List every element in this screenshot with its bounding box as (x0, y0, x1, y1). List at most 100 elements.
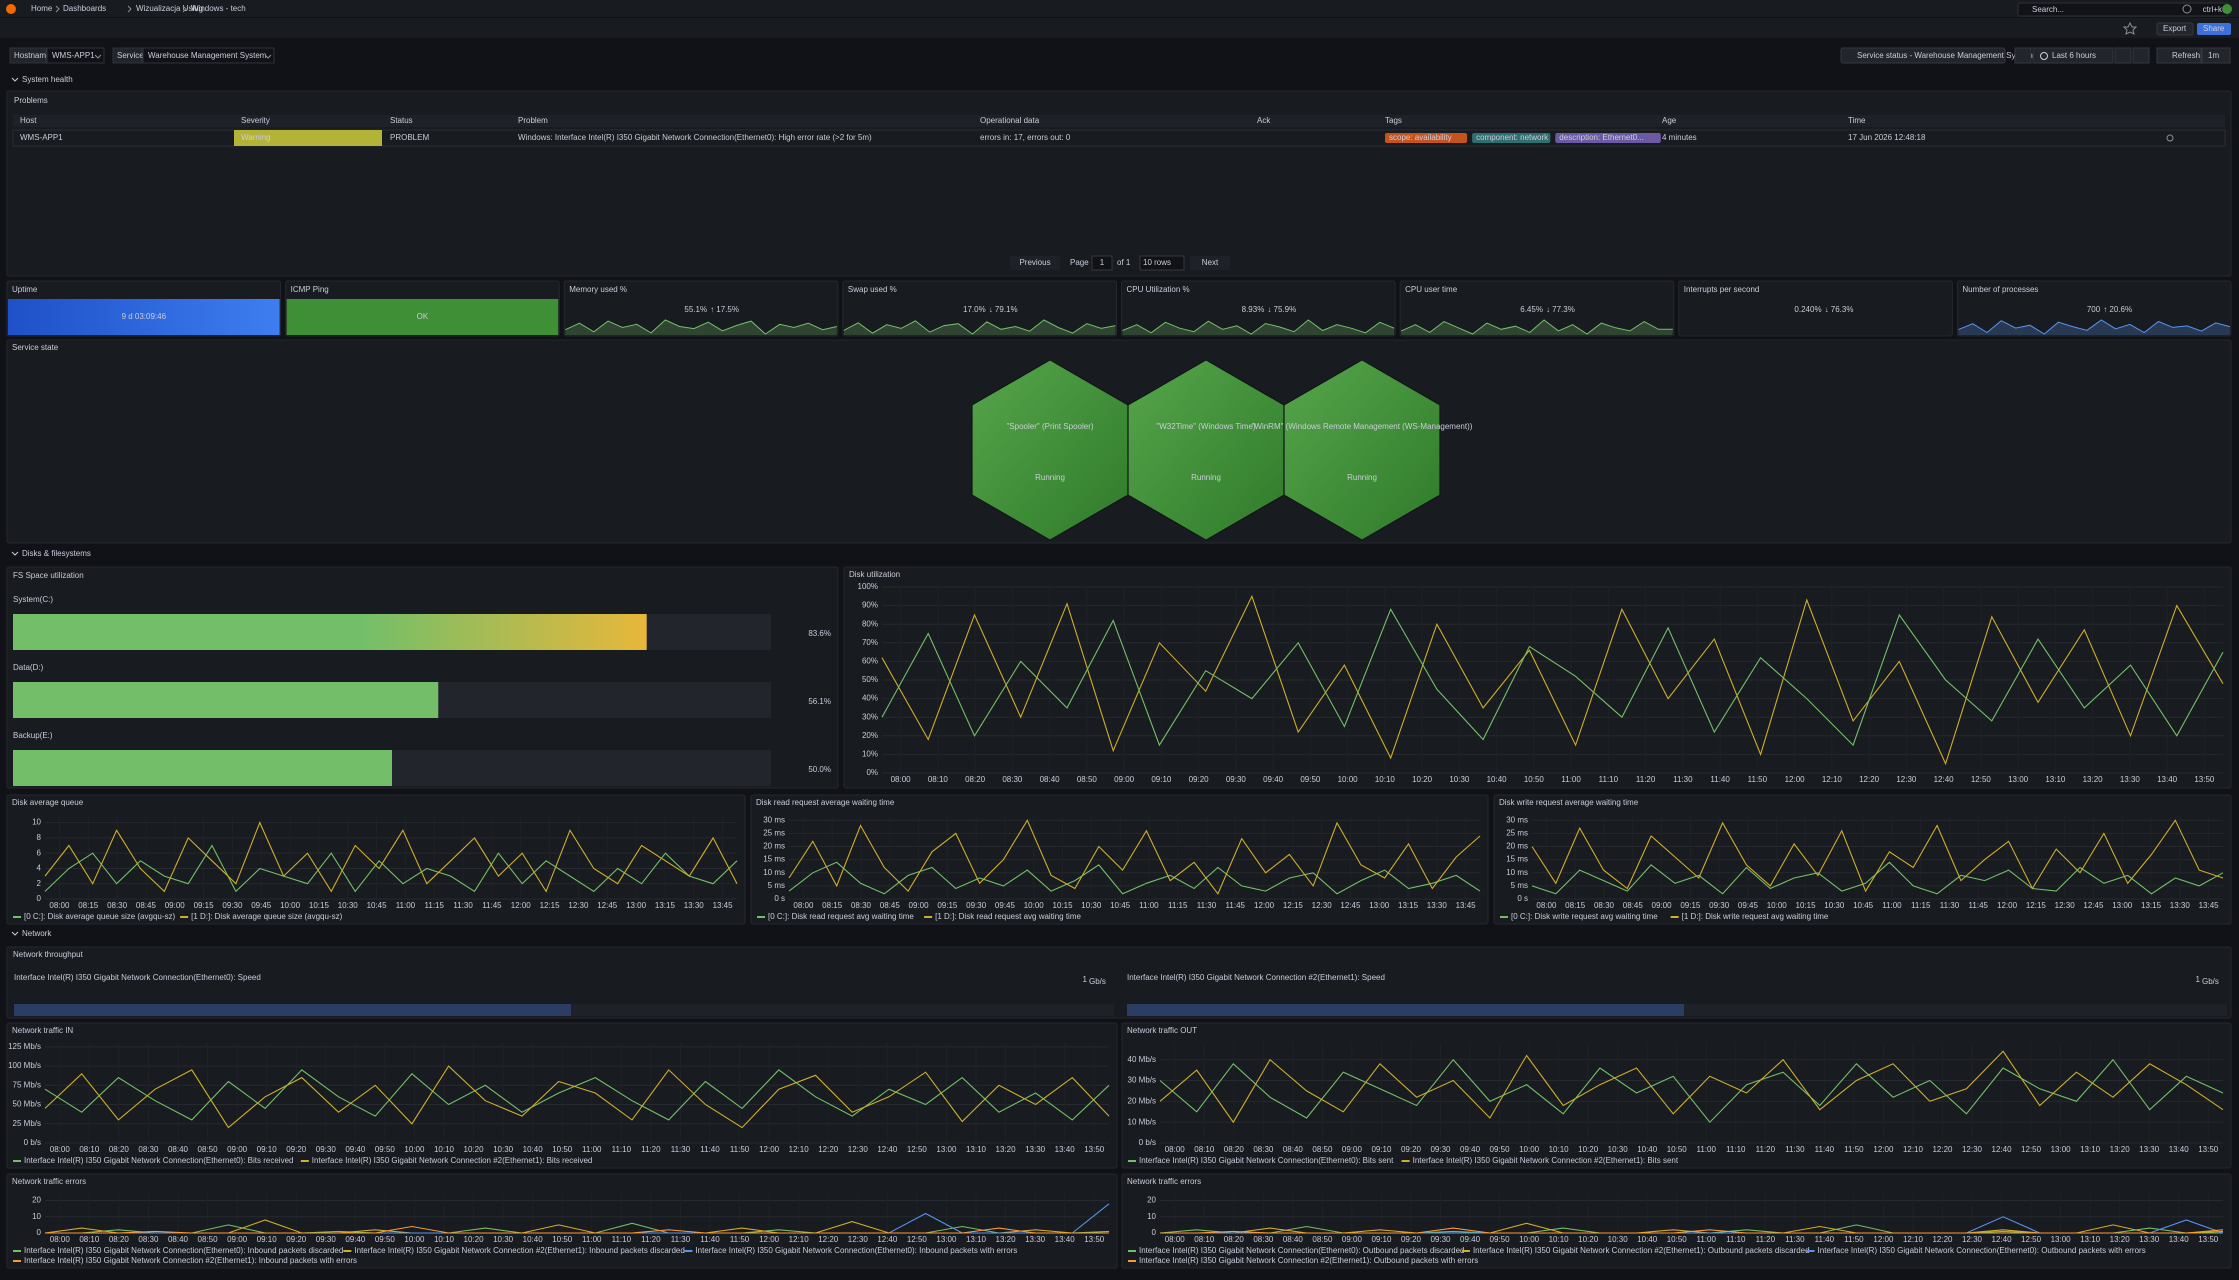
x-tick-label: 13:40 (2157, 775, 2178, 784)
x-tick-label: 09:00 (165, 901, 186, 910)
next-button[interactable] (1190, 256, 1230, 270)
x-tick-label: 08:20 (109, 1235, 130, 1244)
y-tick-label: 0 s (774, 894, 785, 903)
x-tick-label: 08:30 (851, 901, 872, 910)
x-tick-label: 08:40 (168, 1235, 189, 1244)
x-tick-label: 09:30 (1709, 901, 1730, 910)
tag (1472, 133, 1551, 143)
row-collapse-icon[interactable] (11, 931, 19, 936)
x-tick-label: 13:50 (2198, 1235, 2219, 1244)
x-tick-label: 09:20 (1401, 1145, 1422, 1154)
panel-title: FS Space utilization (13, 571, 84, 580)
x-tick-label: 09:20 (1189, 775, 1210, 784)
series-line (44, 1069, 1110, 1121)
y-tick-label: 40% (862, 694, 878, 703)
share-button[interactable] (2197, 23, 2231, 35)
x-tick-label: 09:00 (227, 1145, 248, 1154)
x-tick-label: 08:30 (1253, 1235, 1274, 1244)
x-tick-label: 12:00 (1873, 1145, 1894, 1154)
help-icon[interactable] (2182, 4, 2192, 14)
column-header: Time (1848, 116, 1866, 125)
user-avatar[interactable] (2222, 4, 2232, 14)
time-forward[interactable] (2114, 47, 2132, 64)
legend-label: Interface Intel(R) I350 Gigabit Network … (24, 1156, 293, 1165)
sparkline-area (843, 320, 1116, 335)
x-tick-label: 11:30 (671, 1235, 691, 1244)
x-tick-label: 12:00 (1785, 775, 1806, 784)
x-tick-label: 10:00 (1338, 775, 1359, 784)
y-tick-label: 15 ms (763, 855, 785, 864)
fs-value: 56.1% (808, 697, 831, 706)
y-tick-label: 2 (37, 879, 42, 888)
row-action-icon[interactable] (2166, 134, 2174, 142)
row-collapse-icon[interactable] (11, 551, 19, 556)
x-tick-label: 09:00 (1342, 1145, 1363, 1154)
x-tick-label: 11:40 (700, 1235, 720, 1244)
page-label: Page (1070, 258, 1089, 267)
x-tick-label: 12:20 (1859, 775, 1880, 784)
refresh-button[interactable] (2156, 47, 2202, 64)
variable-select[interactable] (46, 47, 105, 64)
x-tick-label: 12:20 (1932, 1235, 1953, 1244)
y-tick-label: 100% (858, 582, 878, 591)
rows-select[interactable] (1139, 255, 1185, 271)
stat-title: Number of processes (1962, 285, 2038, 294)
panel-title: Network traffic IN (12, 1026, 73, 1035)
x-tick-label: 12:50 (2021, 1145, 2042, 1154)
x-tick-label: 12:50 (907, 1145, 928, 1154)
x-tick-label: 13:00 (936, 1145, 957, 1154)
x-tick-label: 08:45 (880, 901, 901, 910)
x-tick-label: 12:20 (818, 1235, 839, 1244)
y-tick-label: 75 Mb/s (13, 1080, 41, 1089)
x-tick-label: 10:45 (1110, 901, 1131, 910)
zoom-out[interactable] (2132, 47, 2150, 64)
x-tick-label: 12:45 (2083, 901, 2104, 910)
x-tick-label: 08:50 (198, 1145, 219, 1154)
series-line (881, 594, 2224, 766)
x-tick-label: 11:20 (1756, 1235, 1776, 1244)
x-tick-label: 11:50 (1844, 1145, 1864, 1154)
export-button[interactable] (2156, 22, 2194, 36)
y-tick-label: 60% (862, 657, 878, 666)
prev-label: Previous (1019, 258, 1050, 267)
fs-bar (13, 682, 439, 718)
x-tick-label: 11:30 (1673, 775, 1693, 784)
service-caption: "Spooler" (Print Spooler) (1006, 422, 1093, 431)
export-label: Export (2163, 24, 2187, 33)
column-header: Operational data (980, 116, 1040, 125)
x-tick-label: 13:20 (2110, 1235, 2131, 1244)
x-tick-label: 09:40 (1263, 775, 1284, 784)
y-tick-label: 4 (37, 864, 42, 873)
refresh-interval[interactable] (2201, 47, 2231, 64)
search-placeholder: Search... (2032, 5, 2064, 14)
legend-label: Interface Intel(R) I350 Gigabit Network … (354, 1246, 684, 1255)
variable-value: WMS-APP1 (52, 51, 95, 60)
time-range-picker[interactable] (2032, 47, 2114, 64)
y-tick-label: 30 ms (763, 815, 785, 824)
variable-select[interactable] (142, 47, 275, 64)
star-icon[interactable] (2122, 21, 2138, 35)
service-status-link[interactable] (1840, 47, 2006, 64)
x-tick-label: 10:30 (1608, 1145, 1629, 1154)
x-tick-label: 08:00 (793, 901, 814, 910)
x-tick-label: 09:15 (194, 901, 215, 910)
fs-name: System(C:) (13, 595, 53, 604)
y-tick-label: 0 (1152, 1228, 1157, 1237)
page-input[interactable] (1091, 255, 1113, 271)
x-tick-label: 08:10 (928, 775, 949, 784)
tag (1555, 133, 1661, 143)
service-status-label: Service status - Warehouse Management Sy… (1857, 51, 2033, 60)
x-tick-label: 12:15 (1283, 901, 1304, 910)
x-tick-label: 10:20 (1578, 1145, 1599, 1154)
prev-button[interactable] (1010, 256, 1060, 270)
table-row (12, 129, 2226, 147)
breadcrumb: Home (31, 4, 53, 13)
y-tick-label: 30% (862, 712, 878, 721)
x-tick-label: 12:50 (2021, 1235, 2042, 1244)
x-tick-label: 11:15 (425, 901, 445, 910)
age-cell: 4 minutes (1662, 133, 1697, 142)
x-tick-label: 10:15 (1053, 901, 1074, 910)
x-tick-label: 13:00 (2112, 901, 2133, 910)
row-collapse-icon[interactable] (11, 77, 19, 82)
time-back[interactable] (2014, 47, 2032, 64)
